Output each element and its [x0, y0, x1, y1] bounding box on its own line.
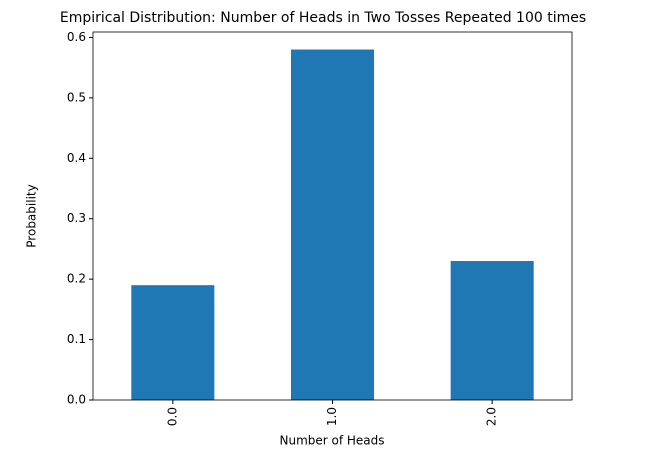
y-tick-label: 0.0 — [67, 393, 86, 407]
y-tick-label: 0.6 — [67, 30, 86, 44]
y-tick-label: 0.5 — [67, 90, 86, 104]
bar — [131, 285, 215, 400]
y-tick-label: 0.1 — [67, 332, 86, 346]
y-axis-label: Probability — [25, 184, 39, 247]
x-tick-label: 2.0 — [485, 407, 499, 426]
y-tick-label: 0.4 — [67, 151, 86, 165]
x-tick-label: 0.0 — [165, 407, 179, 426]
bar — [450, 261, 534, 400]
y-tick-label: 0.3 — [67, 211, 86, 225]
bar — [290, 49, 375, 401]
chart-title: Empirical Distribution: Number of Heads … — [60, 10, 586, 26]
x-tick-label: 1.0 — [325, 407, 339, 426]
y-tick-label: 0.2 — [67, 272, 86, 286]
plot-frame — [92, 31, 573, 401]
x-axis-label: Number of Heads — [279, 434, 384, 448]
